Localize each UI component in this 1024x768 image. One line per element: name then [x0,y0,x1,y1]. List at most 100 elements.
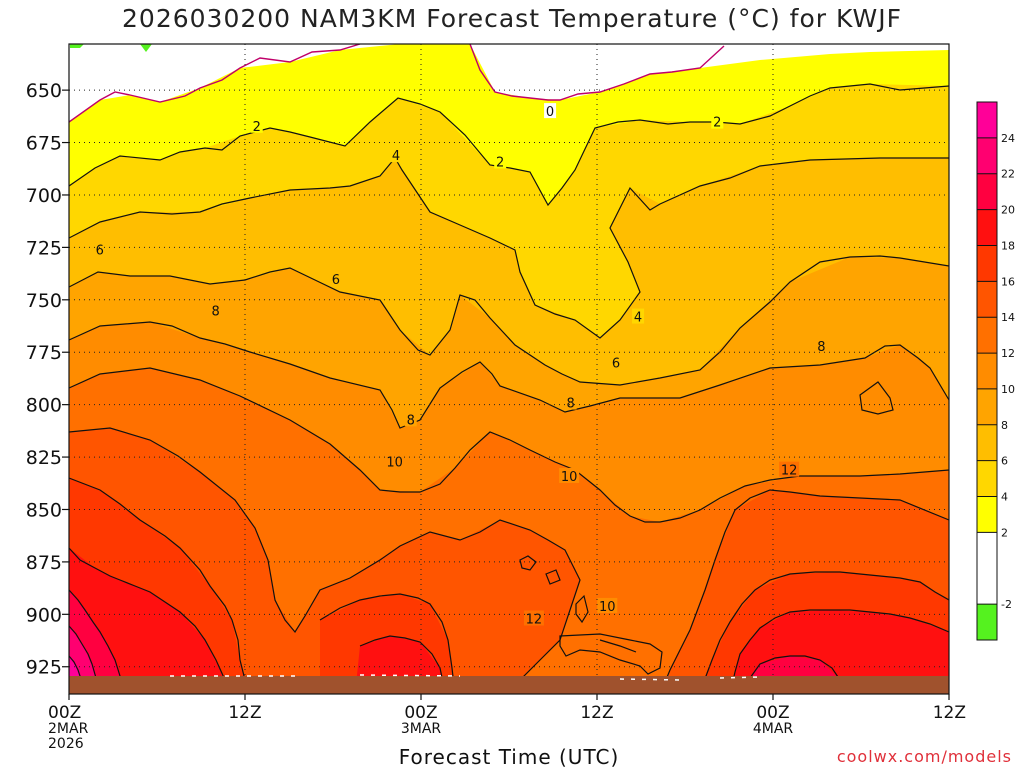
y-tick-label: 875 [26,552,62,574]
chart-title: 2026030200 NAM3KM Forecast Temperature (… [122,4,902,33]
y-tick-label: 775 [26,342,62,364]
x-tick-label: 2026 [48,736,84,752]
colorbar-label: 12 [1001,347,1015,360]
contour-label-bg [559,467,580,483]
colorbar-swatch [977,460,997,497]
contour-line-8-island [859,381,894,415]
colorbar-swatch [977,173,997,210]
contour-label: 2 [253,120,261,135]
contour-line-2 [69,83,949,207]
y-tick-label: 700 [26,185,62,207]
contour-line-10 [69,367,949,523]
y-tick-label: 925 [26,657,62,679]
contour-label: 8 [212,304,220,319]
contour-line-18-east [739,655,849,694]
colorbar-swatch [977,353,997,389]
y-tick-label: 650 [26,80,62,102]
contour-label: 2 [496,155,504,170]
x-axis-label: Forecast Time (UTC) [399,745,620,768]
contour-label: 8 [407,413,415,428]
contour-label-bg [779,461,800,477]
x-tick-label: 2MAR [48,721,89,737]
contour-label: 4 [392,149,400,164]
y-tick-label: 750 [26,290,62,312]
contour-label-bg [209,302,222,318]
colorbar-label: 10 [1001,383,1015,396]
y-tick-label: 725 [26,237,62,259]
contour-label-bg [564,394,577,410]
colorbar-label: 16 [1001,275,1015,288]
contour-label: 12 [526,613,543,628]
plot-frame [68,43,950,695]
y-tick-label: 675 [26,133,62,155]
ground-surface [69,676,949,694]
colorbar-label: 18 [1001,239,1015,252]
contour-label-bg [404,411,417,427]
contour-label: 8 [817,340,825,355]
contour-label-bg [93,241,106,257]
colorbar-label: 4 [1001,491,1008,504]
colorbar-label: 20 [1001,204,1015,217]
x-tick-label: 4MAR [753,721,794,737]
colorbar-swatch [977,604,997,640]
contour-line-8 [69,321,949,429]
contour-label-bg [544,103,557,119]
contour-line-14 [69,477,251,694]
contour-label: 12 [781,464,798,479]
contour-label: 2 [713,116,721,131]
colorbar-swatch [977,532,997,605]
colorbar-swatch [977,388,997,425]
colorbar-label: 2 [1001,526,1008,539]
x-tick-label: 12Z [228,703,261,723]
colorbar-swatch [977,137,997,174]
x-tick-label: 3MAR [401,721,442,737]
y-tick-label: 825 [26,447,62,469]
colorbar-swatch [977,245,997,282]
colorbar-swatch [977,317,997,354]
contour-label-bg [250,117,263,133]
x-tick-label: 00Z [48,703,81,723]
y-tick-label: 900 [26,604,62,626]
colorbar-swatch [977,102,997,138]
contour-label-bg [329,270,342,286]
contour-line-0 [69,44,725,123]
contour-label: 6 [612,357,620,372]
contour-label: 4 [634,311,642,326]
colorbar-swatch [977,496,997,533]
contour-label: 6 [332,273,340,288]
contour-line-14-east [699,571,949,694]
colorbar-label: 22 [1001,168,1015,181]
y-tick-label: 850 [26,499,62,521]
x-tick-label: 12Z [580,703,613,723]
contour-label-bg [494,153,507,169]
plot-area: 0 2 2 2 4 4 6 6 6 8 8 8 8 10 10 10 12 12 [69,44,949,694]
colorbar-frame [976,101,998,641]
colorbar-label: 24 [1001,132,1015,145]
x-tick-label: 00Z [404,703,437,723]
contour-label-bg [711,113,724,129]
source-credit: coolwx.com/models [836,747,1012,766]
colorbar-swatch [977,424,997,461]
contour-line-12 [69,427,581,694]
colorbar-label: 14 [1001,311,1015,324]
contour-line-12-cell [519,555,589,624]
contour-label-bg [632,308,645,324]
colorbar-swatch [977,209,997,246]
contour-label: 0 [546,105,554,120]
y-axis: 650 675 700 725 750 775 800 825 850 875 900 925 [26,80,69,679]
contour-line-14-mid [319,593,456,694]
contour-line-16-east [729,609,949,694]
colorbar-swatch [977,281,997,318]
contour-line-18 [69,589,126,694]
contour-label: 8 [566,397,574,412]
band-below-minus2 [70,44,152,52]
y-tick-label: 800 [26,395,62,417]
contour-label: 6 [96,243,104,258]
contour-label-bg [610,354,623,370]
contour-label: 10 [386,455,403,470]
contour-line-6 [69,255,949,386]
contour-line-12-east [659,489,949,694]
contour-lines-surface [559,633,663,675]
